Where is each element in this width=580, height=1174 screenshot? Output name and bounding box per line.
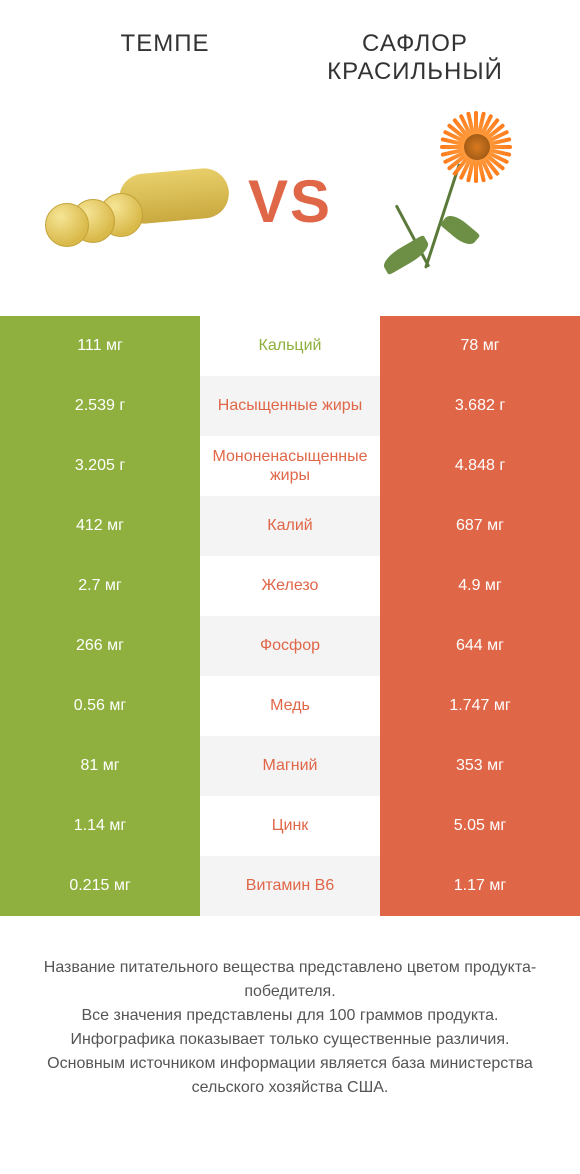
nutrient-label: Насыщенные жиры: [200, 376, 380, 436]
right-value: 1.17 мг: [380, 856, 580, 916]
footer-notes: Название питательного вещества представл…: [0, 916, 580, 1100]
left-value: 3.205 г: [0, 436, 200, 496]
left-product-image: [30, 151, 248, 251]
nutrient-label: Мононенасыщенные жиры: [200, 436, 380, 496]
footer-line: Основным источником информации является …: [30, 1052, 550, 1100]
header: ТЕМПЕ САФЛОР КРАСИЛЬНЫЙ: [0, 0, 580, 96]
left-value: 111 мг: [0, 316, 200, 376]
right-value: 78 мг: [380, 316, 580, 376]
table-row: 2.7 мгЖелезо4.9 мг: [0, 556, 580, 616]
nutrient-label: Цинк: [200, 796, 380, 856]
nutrient-label: Медь: [200, 676, 380, 736]
table-row: 2.539 гНасыщенные жиры3.682 г: [0, 376, 580, 436]
footer-line: Инфографика показывает только существенн…: [30, 1028, 550, 1052]
left-value: 412 мг: [0, 496, 200, 556]
table-row: 412 мгКалий687 мг: [0, 496, 580, 556]
right-value: 353 мг: [380, 736, 580, 796]
safflower-illustration: [351, 111, 531, 291]
vs-label: VS: [248, 167, 332, 236]
left-value: 2.7 мг: [0, 556, 200, 616]
right-value: 5.05 мг: [380, 796, 580, 856]
left-value: 1.14 мг: [0, 796, 200, 856]
table-row: 0.215 мгВитамин B61.17 мг: [0, 856, 580, 916]
right-value: 687 мг: [380, 496, 580, 556]
left-value: 0.56 мг: [0, 676, 200, 736]
table-row: 0.56 мгМедь1.747 мг: [0, 676, 580, 736]
nutrient-label: Витамин B6: [200, 856, 380, 916]
comparison-table: 111 мгКальций78 мг2.539 гНасыщенные жиры…: [0, 316, 580, 916]
nutrient-label: Фосфор: [200, 616, 380, 676]
table-row: 1.14 мгЦинк5.05 мг: [0, 796, 580, 856]
right-value: 4.848 г: [380, 436, 580, 496]
right-value: 644 мг: [380, 616, 580, 676]
right-value: 1.747 мг: [380, 676, 580, 736]
nutrient-label: Магний: [200, 736, 380, 796]
images-row: VS: [0, 96, 580, 316]
left-value: 81 мг: [0, 736, 200, 796]
footer-line: Все значения представлены для 100 граммо…: [30, 1004, 550, 1028]
tempeh-illustration: [49, 151, 229, 251]
table-row: 111 мгКальций78 мг: [0, 316, 580, 376]
table-row: 3.205 гМононенасыщенные жиры4.848 г: [0, 436, 580, 496]
table-row: 81 мгМагний353 мг: [0, 736, 580, 796]
nutrient-label: Кальций: [200, 316, 380, 376]
left-value: 266 мг: [0, 616, 200, 676]
right-value: 3.682 г: [380, 376, 580, 436]
left-product-title: ТЕМПЕ: [40, 30, 290, 86]
left-value: 2.539 г: [0, 376, 200, 436]
footer-line: Название питательного вещества представл…: [30, 956, 550, 1004]
nutrient-label: Калий: [200, 496, 380, 556]
table-row: 266 мгФосфор644 мг: [0, 616, 580, 676]
right-value: 4.9 мг: [380, 556, 580, 616]
nutrient-label: Железо: [200, 556, 380, 616]
right-product-title: САФЛОР КРАСИЛЬНЫЙ: [290, 30, 540, 86]
right-product-image: [332, 111, 550, 291]
left-value: 0.215 мг: [0, 856, 200, 916]
